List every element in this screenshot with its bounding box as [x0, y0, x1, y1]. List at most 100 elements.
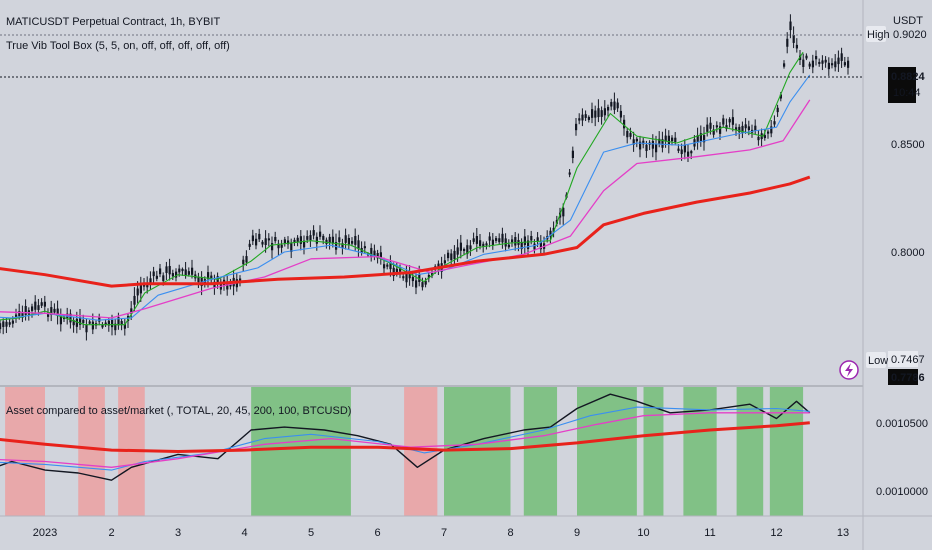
price-axis-unit: USDT [893, 15, 923, 27]
candle-body [287, 240, 290, 245]
candle-body [56, 308, 59, 316]
current-price: 0.8824 [891, 71, 926, 83]
candle-body [306, 236, 309, 240]
candle-body [587, 116, 590, 120]
bull-band [643, 387, 664, 516]
candle-body [475, 235, 478, 244]
lightning-icon[interactable] [839, 360, 859, 380]
candle-body [536, 237, 539, 242]
time-axis-label: 3 [175, 527, 181, 539]
candle-body [274, 236, 277, 242]
candle-body [258, 233, 261, 240]
candle-body [91, 321, 94, 330]
candle-body [82, 319, 85, 323]
candle-body [184, 269, 187, 276]
time-axis-label: 2 [108, 527, 114, 539]
candle-body [245, 256, 248, 263]
candle-body [264, 238, 267, 245]
candle-body [757, 136, 760, 141]
candle-body [415, 280, 418, 288]
candle-body [181, 268, 184, 272]
candle-body [347, 237, 350, 245]
candle-body [443, 260, 446, 264]
candle-body [763, 135, 766, 139]
candle-body [488, 236, 491, 241]
candle-body [690, 151, 693, 154]
candle-body [805, 55, 808, 59]
candle-body [799, 55, 802, 61]
candle-body [114, 323, 117, 331]
candle-body [271, 243, 274, 251]
lower-pane-title[interactable]: Asset compared to asset/market (, TOTAL,… [6, 405, 351, 417]
candle-body [408, 271, 411, 279]
candle-body [130, 308, 133, 314]
candle-body [59, 316, 62, 325]
time-axis-label: 13 [837, 527, 849, 539]
candle-body [120, 321, 123, 326]
candle-body [642, 140, 645, 145]
candle-body [210, 275, 213, 281]
candle-body [530, 235, 533, 241]
candle-body [165, 266, 168, 273]
low-value-box [888, 351, 918, 367]
candle-body [459, 242, 462, 251]
candle-body [373, 250, 376, 257]
candle-body [520, 242, 523, 250]
candle-body [491, 239, 494, 246]
candle-body [392, 267, 395, 277]
candle-body [418, 274, 421, 282]
candle-body [31, 306, 34, 311]
candle-body [341, 243, 344, 249]
candle-body [655, 144, 658, 153]
time-axis-label: 6 [374, 527, 380, 539]
candle-body [255, 238, 258, 246]
candle-body [680, 149, 683, 155]
candle-body [786, 38, 789, 47]
upper-pane-plot[interactable] [0, 14, 850, 341]
candle-body [277, 243, 280, 249]
candle-body [242, 259, 245, 265]
series-line-ema_fast [0, 51, 804, 326]
candle-body [703, 135, 706, 143]
candle-body [50, 307, 53, 315]
candle-body [18, 311, 21, 317]
candle-body [424, 280, 427, 285]
time-axis-label: 12 [770, 527, 782, 539]
bull-band [444, 387, 511, 516]
candle-body [674, 137, 677, 143]
candle-body [139, 284, 142, 294]
candle-body [651, 140, 654, 149]
candle-body [514, 237, 517, 246]
candle-body [101, 324, 104, 328]
series-line-ema_slow [0, 412, 810, 468]
candle-body [482, 243, 485, 247]
bear-band [78, 387, 105, 516]
candle-body [715, 125, 718, 128]
candle-body [687, 151, 690, 157]
candle-body [171, 273, 174, 277]
candle-body [635, 138, 638, 142]
lower-pane-plot[interactable] [0, 393, 811, 481]
time-axis[interactable]: 3120232345678910111213 [0, 527, 849, 539]
candle-body [818, 61, 821, 64]
time-axis-label: 5 [308, 527, 314, 539]
candle-body [123, 324, 126, 329]
candle-body [8, 322, 11, 325]
candle-body [527, 240, 530, 249]
indicator-title[interactable]: True Vib Tool Box (5, 5, on, off, off, o… [6, 40, 230, 52]
candle-body [399, 267, 402, 272]
candle-body [149, 278, 152, 284]
candle-body [175, 271, 178, 278]
candle-body [645, 144, 648, 151]
candle-body [770, 126, 773, 134]
last-value-box [888, 369, 918, 385]
candle-body [840, 53, 843, 61]
candle-body [37, 305, 40, 310]
candle-body [738, 126, 741, 133]
candle-body [328, 236, 331, 243]
price-axis[interactable]: USDT High 0.9020 0.8824 10:44 0.8500 0.8… [866, 15, 928, 498]
candle-body [322, 235, 325, 240]
current-price-box [888, 67, 916, 103]
candle-body [136, 288, 139, 296]
